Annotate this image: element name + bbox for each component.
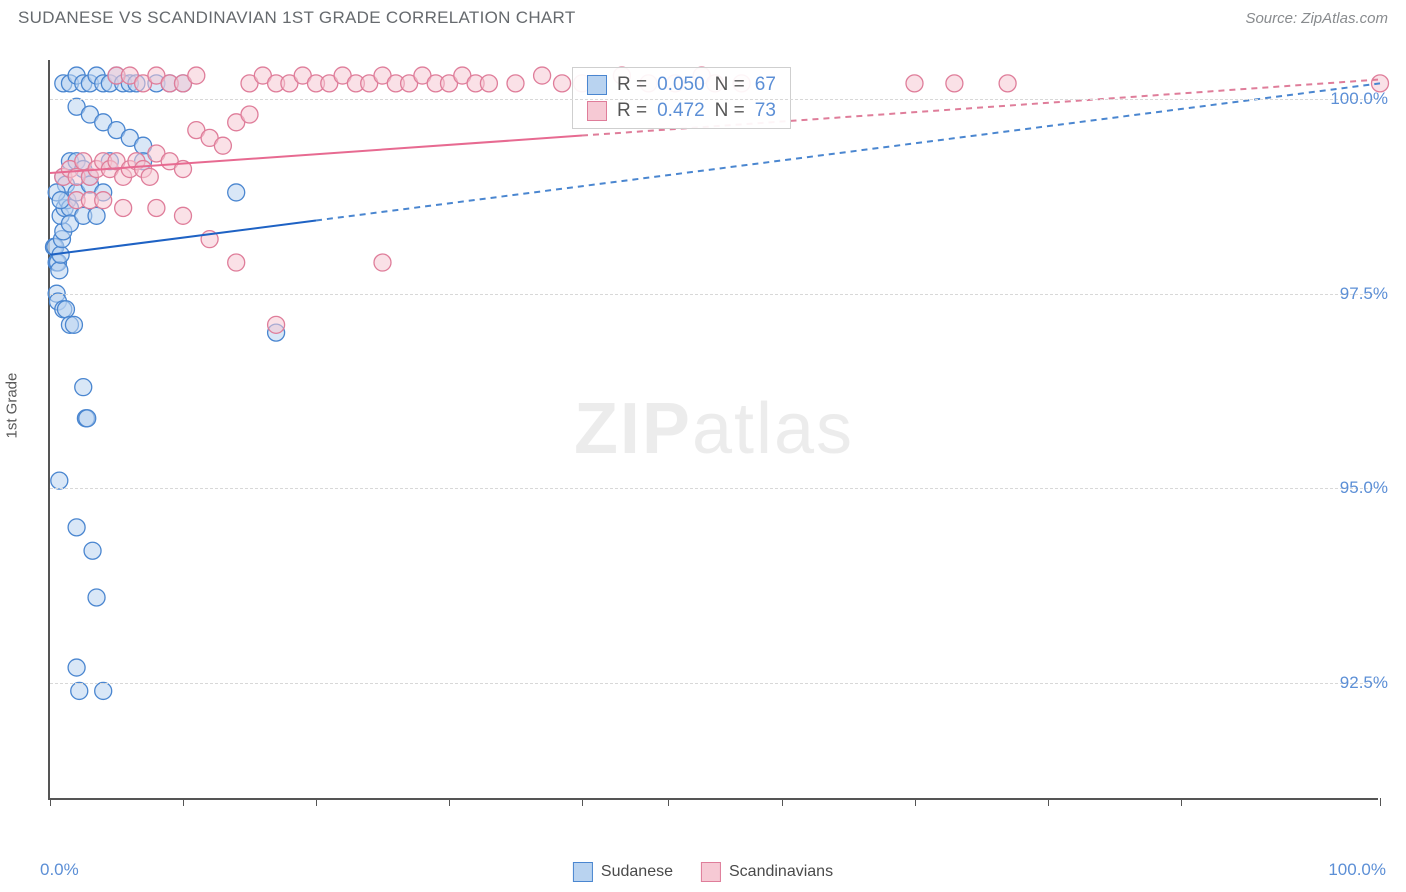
x-tick (449, 798, 450, 806)
series-legend: Sudanese Scandinavians (573, 862, 833, 882)
x-tick (183, 798, 184, 806)
x-tick (582, 798, 583, 806)
chart-source: Source: ZipAtlas.com (1245, 10, 1388, 27)
data-point (84, 542, 101, 559)
chart-plot-area: ZIPatlas R =0.050N =67R =0.472N =73 (48, 60, 1378, 800)
x-tick (668, 798, 669, 806)
data-point (268, 316, 285, 333)
data-point (51, 262, 68, 279)
x-tick (782, 798, 783, 806)
legend-label: Scandinavians (729, 863, 833, 881)
data-point (52, 192, 69, 209)
data-point (88, 207, 105, 224)
stats-n-value: 73 (755, 100, 776, 122)
data-point (999, 75, 1016, 92)
data-point (68, 519, 85, 536)
y-tick-label: 100.0% (1330, 89, 1388, 109)
stats-n-label: N = (715, 100, 745, 122)
data-point (95, 682, 112, 699)
data-point (228, 254, 245, 271)
data-point (480, 75, 497, 92)
data-point (115, 200, 132, 217)
data-point (554, 75, 571, 92)
data-point (175, 207, 192, 224)
stats-r-label: R = (617, 100, 647, 122)
chart-header: SUDANESE VS SCANDINAVIAN 1ST GRADE CORRE… (0, 0, 1406, 28)
data-point (68, 659, 85, 676)
legend-swatch (573, 862, 593, 882)
data-point (534, 67, 551, 84)
gridline (50, 99, 1378, 100)
data-point (71, 682, 88, 699)
chart-title: SUDANESE VS SCANDINAVIAN 1ST GRADE CORRE… (18, 8, 576, 28)
y-axis-label: 1st Grade (4, 373, 21, 439)
scatter-svg (50, 60, 1378, 798)
stats-r-value: 0.472 (657, 100, 705, 122)
gridline (50, 488, 1378, 489)
data-point (57, 301, 74, 318)
data-point (946, 75, 963, 92)
data-point (88, 589, 105, 606)
data-point (188, 67, 205, 84)
gridline (50, 683, 1378, 684)
data-point (75, 379, 92, 396)
stats-r-label: R = (617, 74, 647, 96)
data-point (148, 200, 165, 217)
y-tick-label: 97.5% (1340, 284, 1388, 304)
data-point (141, 168, 158, 185)
stats-swatch (587, 101, 607, 121)
data-point (95, 192, 112, 209)
stats-n-value: 67 (755, 74, 776, 96)
data-point (214, 137, 231, 154)
x-tick (316, 798, 317, 806)
data-point (906, 75, 923, 92)
data-point (79, 410, 96, 427)
stats-swatch (587, 75, 607, 95)
gridline (50, 294, 1378, 295)
data-point (241, 106, 258, 123)
data-point (51, 472, 68, 489)
legend-item: Sudanese (573, 862, 673, 882)
x-tick (1181, 798, 1182, 806)
data-point (65, 316, 82, 333)
y-tick-label: 95.0% (1340, 478, 1388, 498)
x-axis-max-label: 100.0% (1328, 860, 1386, 880)
x-tick (1380, 798, 1381, 806)
stats-n-label: N = (715, 74, 745, 96)
data-point (374, 254, 391, 271)
trend-line (50, 220, 316, 254)
x-tick (1048, 798, 1049, 806)
data-point (507, 75, 524, 92)
x-tick (50, 798, 51, 806)
stats-r-value: 0.050 (657, 74, 705, 96)
data-point (228, 184, 245, 201)
y-tick-label: 92.5% (1340, 673, 1388, 693)
legend-label: Sudanese (601, 863, 673, 881)
legend-item: Scandinavians (701, 862, 833, 882)
x-axis-min-label: 0.0% (40, 860, 79, 880)
legend-swatch (701, 862, 721, 882)
x-tick (915, 798, 916, 806)
trend-line (316, 83, 1380, 220)
